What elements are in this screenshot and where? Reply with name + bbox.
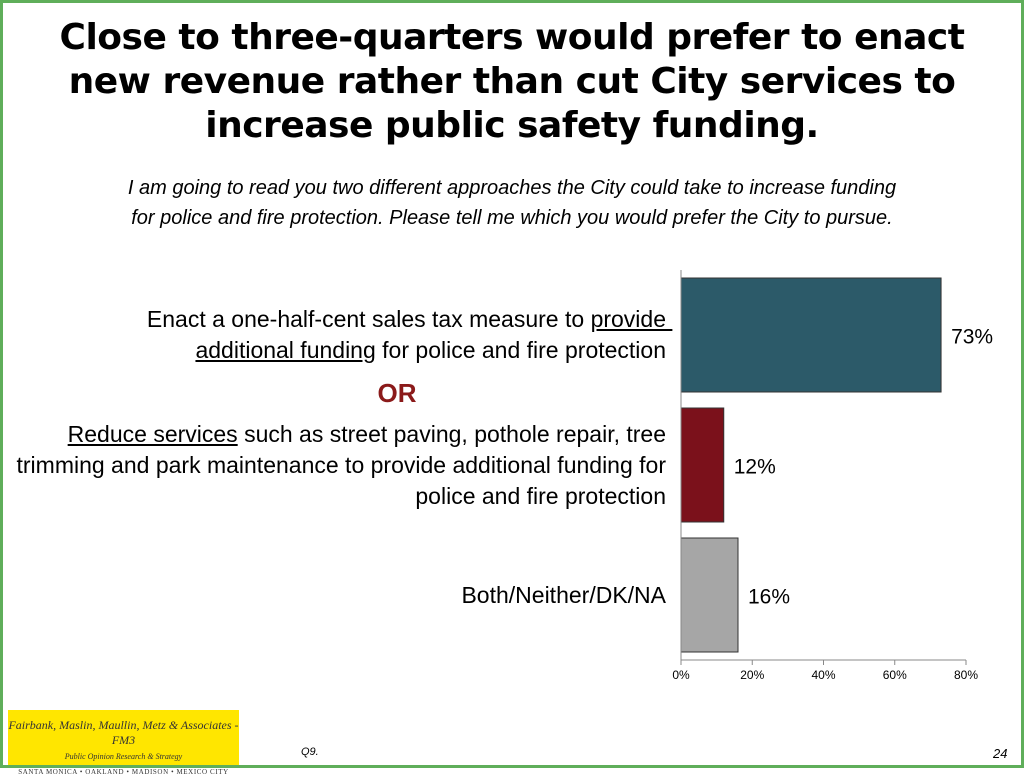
title-line: new revenue rather than cut City service… <box>68 61 956 102</box>
category-segment: Both/Neither/DK/NA <box>461 581 666 608</box>
category-segment: provide additional funding <box>195 306 673 363</box>
x-tick-label: 80% <box>954 668 978 682</box>
category-label: Both/Neither/DK/NA <box>11 535 666 655</box>
title-line: Close to three-quarters would prefer to … <box>59 17 965 58</box>
value-label: 73% <box>951 326 993 349</box>
chart: 73% 12% 16% 0% 20% 40% 60% 80% <box>672 270 993 682</box>
bar <box>680 537 739 653</box>
bar <box>680 277 942 393</box>
page-number: 24 <box>993 746 1008 761</box>
question-ref: Q9. <box>301 746 319 758</box>
category-label: Reduce services such as street paving, p… <box>11 405 667 525</box>
logo-cities: SANTA MONICA • OAKLAND • MADISON • MEXIC… <box>18 768 229 776</box>
subtitle-line: I am going to read you two different app… <box>127 177 897 199</box>
title-line: increase public safety funding. <box>205 105 819 146</box>
x-tick-label: 0% <box>672 668 690 682</box>
logo-tagline: Public Opinion Research & Strategy <box>64 752 183 761</box>
category-text: Reduce services such as street paving, p… <box>11 419 667 512</box>
category-segment: Reduce services <box>67 420 238 447</box>
x-tick-label: 60% <box>883 668 907 682</box>
x-tick-label: 20% <box>740 668 764 682</box>
bar <box>680 407 725 523</box>
category-segment: such as street paving, pothole repair, t… <box>16 420 673 509</box>
category-text: Both/Neither/DK/NA <box>461 580 666 611</box>
x-tick-label: 40% <box>811 668 835 682</box>
subtitle-line: for police and fire protection. Please t… <box>131 207 893 229</box>
category-label: Enact a one-half-cent sales tax measure … <box>46 275 666 395</box>
logo-name: Fairbank, Maslin, Maullin, Metz & Associ… <box>8 718 239 747</box>
value-label: 16% <box>748 586 790 609</box>
value-label: 12% <box>734 456 776 479</box>
separator: OR <box>377 378 417 408</box>
category-segment: for police and fire protection <box>375 337 666 363</box>
category-text: Enact a one-half-cent sales tax measure … <box>46 304 666 366</box>
category-segment: Enact a one-half-cent sales tax measure … <box>146 306 591 332</box>
logo: Fairbank, Maslin, Maullin, Metz & Associ… <box>8 710 239 776</box>
